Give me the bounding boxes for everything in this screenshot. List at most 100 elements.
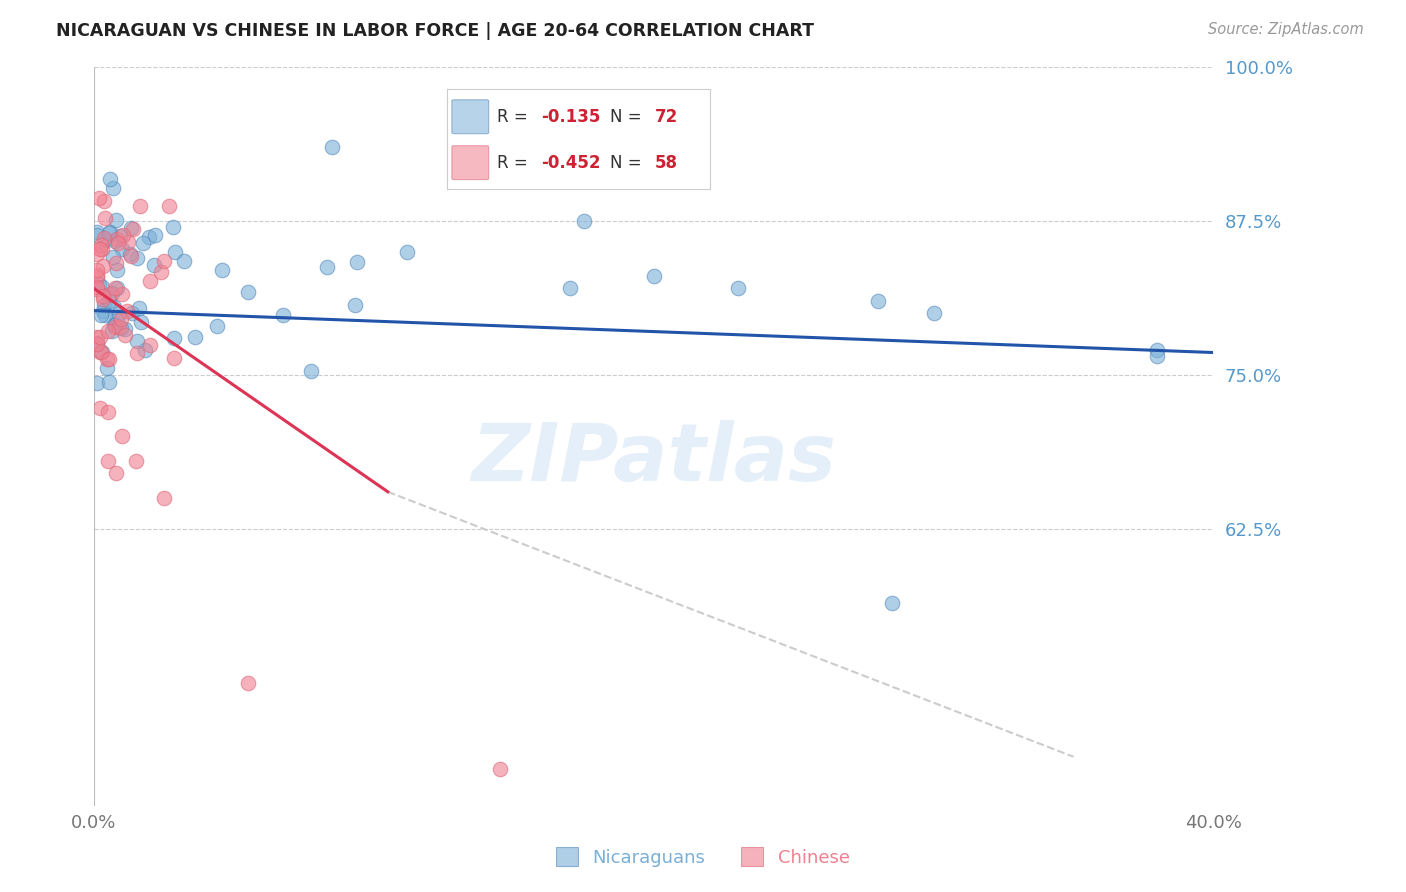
Point	[98, 171, 121, 186]
Point	[101, 250, 124, 264]
Point	[104, 281, 127, 295]
Point	[91, 289, 114, 303]
Point	[86, 330, 108, 344]
Point	[96, 360, 118, 375]
Point	[105, 263, 128, 277]
Point	[104, 234, 127, 248]
Point	[127, 345, 149, 359]
Point	[111, 287, 134, 301]
Point	[163, 331, 186, 345]
Point	[117, 235, 139, 250]
Point	[98, 225, 121, 239]
Point	[866, 293, 889, 308]
Point	[163, 351, 186, 366]
Point	[90, 309, 112, 323]
Point	[205, 318, 228, 333]
Point	[103, 181, 125, 195]
Point	[1146, 343, 1168, 357]
Point	[89, 330, 111, 344]
Point	[299, 364, 322, 378]
Point	[91, 259, 114, 273]
Point	[93, 211, 115, 225]
Point	[86, 268, 108, 282]
Point	[86, 225, 108, 239]
Point	[108, 319, 131, 334]
Point	[117, 303, 139, 318]
Point	[86, 263, 108, 277]
Point	[89, 191, 111, 205]
Point	[97, 325, 120, 339]
Point	[488, 762, 510, 776]
Point	[104, 213, 127, 227]
Point	[93, 194, 115, 208]
Point	[86, 270, 108, 285]
Point	[103, 301, 125, 315]
Point	[93, 293, 115, 307]
Point	[110, 312, 132, 326]
Point	[152, 253, 174, 268]
Point	[120, 221, 142, 235]
Point	[101, 325, 124, 339]
Point	[103, 318, 125, 332]
Point	[132, 235, 155, 250]
Point	[98, 286, 121, 301]
Point	[105, 281, 128, 295]
Point	[139, 274, 162, 288]
Point	[94, 233, 117, 247]
Point	[90, 242, 112, 256]
Point	[236, 675, 259, 690]
Point	[91, 344, 114, 359]
Point	[153, 491, 176, 505]
Point	[143, 228, 166, 243]
Point	[91, 304, 114, 318]
Point	[108, 228, 131, 243]
Point	[183, 329, 205, 343]
Point	[159, 199, 181, 213]
Point	[108, 306, 131, 320]
Point	[86, 336, 108, 351]
Point	[922, 306, 945, 320]
Point	[121, 222, 143, 236]
Point	[163, 245, 186, 260]
Point	[111, 429, 134, 443]
Point	[97, 454, 120, 468]
Point	[104, 320, 127, 334]
Point	[90, 280, 112, 294]
Point	[97, 293, 120, 308]
Point	[127, 251, 149, 265]
Point	[129, 315, 152, 329]
Point	[107, 235, 129, 250]
Text: ZIPatlas: ZIPatlas	[471, 419, 837, 498]
Point	[110, 320, 132, 334]
Point	[572, 213, 595, 227]
Point	[111, 228, 134, 243]
Point	[101, 285, 124, 300]
Point	[86, 337, 108, 351]
Point	[173, 254, 195, 268]
Legend: Nicaraguans, Chinese: Nicaraguans, Chinese	[550, 840, 856, 874]
Point	[97, 352, 120, 367]
Point	[558, 281, 581, 295]
Point	[98, 375, 121, 389]
Point	[138, 230, 160, 244]
Point	[86, 376, 108, 390]
Point	[98, 226, 121, 240]
Point	[89, 344, 111, 359]
Point	[143, 258, 166, 272]
Text: Source: ZipAtlas.com: Source: ZipAtlas.com	[1208, 22, 1364, 37]
Point	[134, 343, 156, 358]
Point	[121, 305, 143, 319]
Point	[86, 282, 108, 296]
Point	[111, 242, 134, 256]
Text: NICARAGUAN VS CHINESE IN LABOR FORCE | AGE 20-64 CORRELATION CHART: NICARAGUAN VS CHINESE IN LABOR FORCE | A…	[56, 22, 814, 40]
Point	[114, 328, 136, 343]
Point	[89, 243, 111, 257]
Point	[1146, 349, 1168, 363]
Point	[87, 277, 110, 291]
Point	[346, 255, 368, 269]
Point	[128, 301, 150, 316]
Point	[125, 334, 148, 348]
Point	[118, 246, 141, 260]
Point	[86, 279, 108, 293]
Point	[343, 298, 366, 312]
